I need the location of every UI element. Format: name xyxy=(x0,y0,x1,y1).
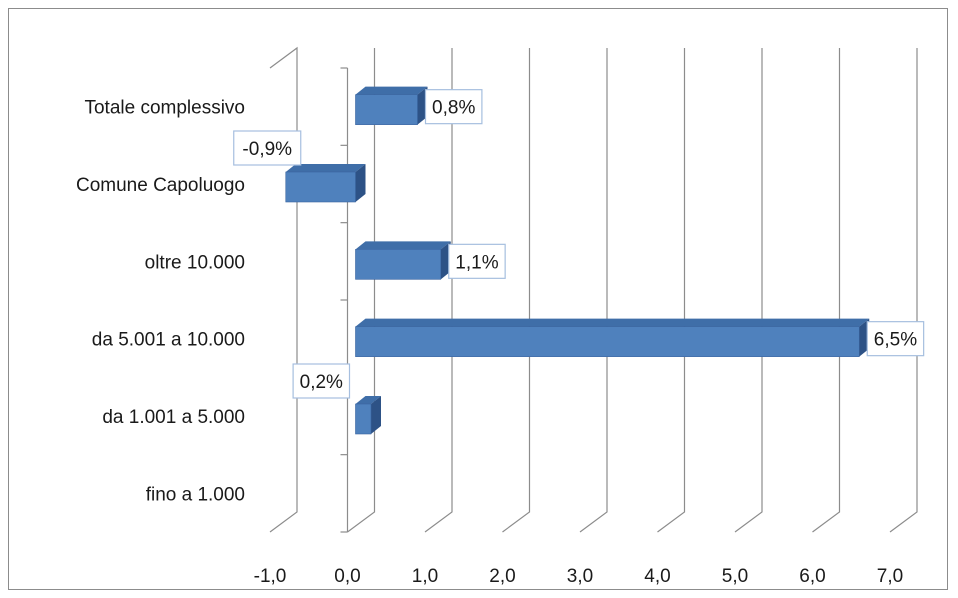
bar-top xyxy=(355,318,870,327)
data-label-box xyxy=(448,243,506,279)
gridline xyxy=(889,48,918,533)
category-label: da 5.001 a 10.000 xyxy=(92,330,245,351)
bar xyxy=(285,171,356,203)
bar xyxy=(355,326,860,357)
category-label: Totale complessivo xyxy=(84,98,245,119)
category-label: Comune Capoluogo xyxy=(76,175,245,196)
gridline xyxy=(502,48,531,533)
data-label: 0,8% xyxy=(432,98,475,119)
bar-top xyxy=(285,164,366,172)
x-tick-label: 0,0 xyxy=(334,566,360,587)
x-tick-label: 1,0 xyxy=(412,566,438,587)
x-tick-label: 6,0 xyxy=(799,566,825,587)
bar-side xyxy=(371,396,381,434)
x-tick-label: 7,0 xyxy=(877,566,903,587)
bar-top xyxy=(355,241,451,250)
x-tick-label: -1,0 xyxy=(254,566,287,587)
bar xyxy=(355,94,418,125)
gridline xyxy=(424,48,453,533)
category-label: da 1.001 a 5.000 xyxy=(102,407,245,428)
data-label-box xyxy=(233,130,302,166)
x-tick-label: 3,0 xyxy=(567,566,593,587)
data-label: 6,5% xyxy=(874,330,917,351)
data-label: 1,1% xyxy=(455,252,498,273)
data-label-box xyxy=(866,321,925,357)
labels: -1,0 0,0 1,0 2,0 3,0 4,0 5,0 6,0 7,0 fino a 1.000… xyxy=(76,89,925,587)
gridline xyxy=(657,48,686,533)
data-label: -0,9% xyxy=(242,139,292,160)
gridline xyxy=(734,48,763,533)
x-tick-label: 2,0 xyxy=(489,566,515,587)
gridline xyxy=(579,48,608,533)
category-label: oltre 10.000 xyxy=(145,252,245,273)
bar-top xyxy=(355,86,428,95)
grid-lines xyxy=(269,46,918,533)
data-label-box xyxy=(424,89,483,125)
bars xyxy=(285,86,870,435)
gridline xyxy=(812,48,841,533)
x-tick-label: 5,0 xyxy=(722,566,748,587)
data-label-box xyxy=(292,363,351,399)
bar-top xyxy=(355,396,381,404)
x-tick-label: 4,0 xyxy=(644,566,670,587)
gridline xyxy=(347,48,376,533)
bar xyxy=(355,403,372,435)
bar xyxy=(355,249,442,280)
gridline xyxy=(269,46,298,533)
bar-side xyxy=(355,164,366,202)
category-label: fino a 1.000 xyxy=(146,484,245,505)
data-label: 0,2% xyxy=(300,372,343,393)
